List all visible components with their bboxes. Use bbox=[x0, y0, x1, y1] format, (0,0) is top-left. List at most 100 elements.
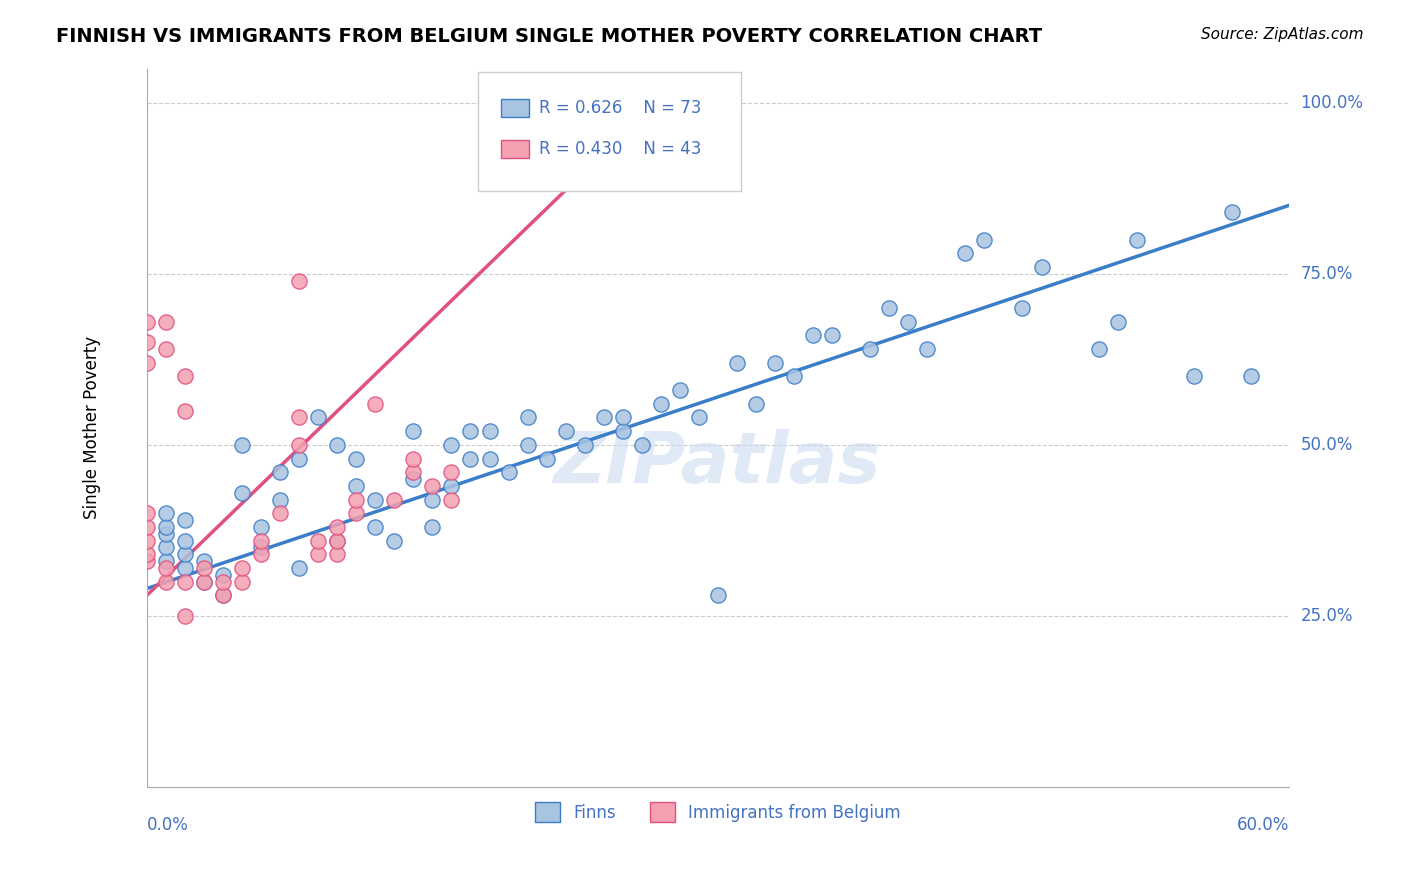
Point bbox=[402, 465, 425, 479]
Point bbox=[193, 574, 215, 589]
Point bbox=[250, 541, 273, 555]
Point bbox=[592, 410, 614, 425]
Point bbox=[955, 246, 977, 260]
Point bbox=[498, 465, 520, 479]
Point bbox=[174, 369, 197, 384]
Point bbox=[193, 574, 215, 589]
Text: Source: ZipAtlas.com: Source: ZipAtlas.com bbox=[1201, 27, 1364, 42]
Point bbox=[1125, 233, 1147, 247]
Point bbox=[382, 492, 405, 507]
Point bbox=[669, 383, 692, 397]
Point bbox=[155, 315, 177, 329]
Point bbox=[745, 397, 768, 411]
Point bbox=[364, 397, 387, 411]
Point bbox=[269, 492, 291, 507]
Point bbox=[250, 547, 273, 561]
Point bbox=[193, 554, 215, 568]
Point bbox=[536, 451, 558, 466]
Point bbox=[174, 403, 197, 417]
Point bbox=[1011, 301, 1033, 315]
Point bbox=[212, 588, 235, 602]
Point bbox=[326, 533, 349, 548]
Point bbox=[326, 520, 349, 534]
Point bbox=[135, 547, 157, 561]
Text: FINNISH VS IMMIGRANTS FROM BELGIUM SINGLE MOTHER POVERTY CORRELATION CHART: FINNISH VS IMMIGRANTS FROM BELGIUM SINGL… bbox=[56, 27, 1042, 45]
Point bbox=[688, 410, 710, 425]
Point bbox=[859, 342, 882, 356]
Point bbox=[402, 424, 425, 438]
Point bbox=[478, 451, 501, 466]
Point bbox=[1087, 342, 1109, 356]
Point bbox=[135, 356, 157, 370]
Point bbox=[135, 315, 157, 329]
Point bbox=[821, 328, 844, 343]
Point bbox=[612, 424, 634, 438]
Point bbox=[612, 410, 634, 425]
Point bbox=[174, 608, 197, 623]
Point bbox=[288, 451, 311, 466]
Point bbox=[1031, 260, 1053, 274]
Point bbox=[231, 485, 253, 500]
Point bbox=[344, 479, 367, 493]
Point bbox=[801, 328, 824, 343]
Point bbox=[516, 438, 538, 452]
Point bbox=[288, 410, 311, 425]
Text: R = 0.430    N = 43: R = 0.430 N = 43 bbox=[538, 140, 702, 158]
Point bbox=[574, 438, 596, 452]
FancyBboxPatch shape bbox=[478, 72, 741, 191]
Point bbox=[422, 479, 444, 493]
Point bbox=[326, 547, 349, 561]
Text: ZIPatlas: ZIPatlas bbox=[554, 429, 882, 498]
Point bbox=[135, 533, 157, 548]
Point bbox=[155, 526, 177, 541]
Point bbox=[783, 369, 806, 384]
Point bbox=[460, 451, 482, 466]
Point bbox=[1182, 369, 1205, 384]
Point bbox=[250, 520, 273, 534]
Point bbox=[364, 492, 387, 507]
Point bbox=[382, 533, 405, 548]
Point bbox=[763, 356, 786, 370]
Point bbox=[326, 438, 349, 452]
Point bbox=[422, 520, 444, 534]
FancyBboxPatch shape bbox=[501, 99, 530, 118]
Point bbox=[917, 342, 939, 356]
Point bbox=[269, 465, 291, 479]
Point bbox=[516, 410, 538, 425]
Point bbox=[307, 547, 329, 561]
Point bbox=[174, 574, 197, 589]
Point bbox=[402, 451, 425, 466]
Point bbox=[231, 574, 253, 589]
FancyBboxPatch shape bbox=[501, 140, 530, 158]
Point bbox=[135, 506, 157, 520]
Point bbox=[174, 513, 197, 527]
Point bbox=[231, 561, 253, 575]
Point bbox=[1240, 369, 1263, 384]
Point bbox=[725, 356, 748, 370]
Text: 50.0%: 50.0% bbox=[1301, 436, 1353, 454]
Point bbox=[307, 533, 329, 548]
Point bbox=[155, 561, 177, 575]
Point bbox=[326, 533, 349, 548]
Point bbox=[212, 574, 235, 589]
Point bbox=[877, 301, 900, 315]
Text: 60.0%: 60.0% bbox=[1237, 815, 1289, 834]
Point bbox=[174, 561, 197, 575]
Point bbox=[440, 492, 463, 507]
Point bbox=[250, 533, 273, 548]
Text: 75.0%: 75.0% bbox=[1301, 265, 1353, 283]
Point bbox=[554, 424, 576, 438]
Point bbox=[155, 520, 177, 534]
Point bbox=[460, 424, 482, 438]
Point bbox=[344, 506, 367, 520]
Text: 25.0%: 25.0% bbox=[1301, 607, 1353, 625]
Point bbox=[174, 547, 197, 561]
Point bbox=[155, 342, 177, 356]
Point bbox=[707, 588, 730, 602]
Point bbox=[288, 561, 311, 575]
Point bbox=[612, 116, 634, 130]
Text: 0.0%: 0.0% bbox=[146, 815, 188, 834]
Point bbox=[135, 335, 157, 350]
Text: 100.0%: 100.0% bbox=[1301, 94, 1364, 112]
Point bbox=[402, 472, 425, 486]
